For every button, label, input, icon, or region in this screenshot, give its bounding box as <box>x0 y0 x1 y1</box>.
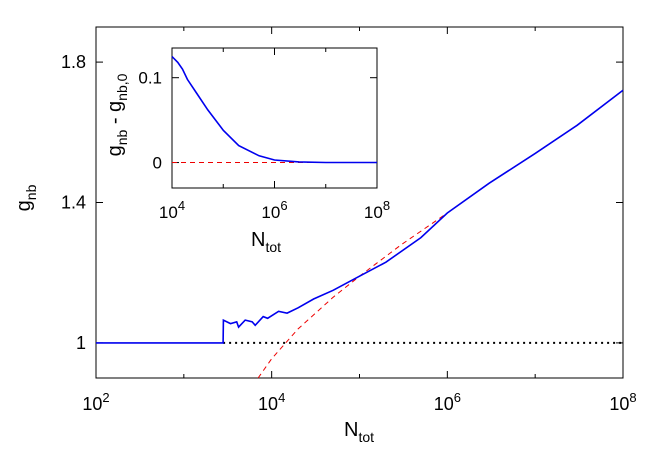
0-y-tick-label: 1.4 <box>61 193 86 213</box>
0-x-tick-label: 104 <box>258 390 285 414</box>
inset-y-axis-label: gnb - gnb,0 <box>104 73 130 156</box>
inset-tick-labels: 104 106 108 0 0.1 <box>138 69 390 222</box>
0-x-tick-label: 102 <box>82 390 109 414</box>
main-tick-labels: 102 104 106 108 1 1.4 1.8 <box>61 52 637 414</box>
1-x-tick-label: 108 <box>364 198 390 222</box>
1-x-tick-label: 106 <box>261 198 287 222</box>
main-y-axis-label: gnb <box>13 184 39 211</box>
inset-x-axis-label: Ntot <box>251 229 281 255</box>
0-x-tick-label: 108 <box>609 390 636 414</box>
1-y-tick-label: 0 <box>153 154 162 173</box>
inset-blue-line <box>171 55 377 164</box>
0-y-tick-label: 1 <box>76 333 86 353</box>
0-y-tick-label: 1.8 <box>61 52 86 72</box>
inset-background <box>171 47 378 189</box>
main-x-axis-label: Ntot <box>344 419 374 445</box>
1-x-tick-label: 104 <box>159 198 185 222</box>
1-y-tick-label: 0.1 <box>138 69 162 88</box>
main-ticks <box>95 27 624 378</box>
main-blue-line <box>96 89 624 344</box>
0-x-tick-label: 106 <box>434 390 461 414</box>
